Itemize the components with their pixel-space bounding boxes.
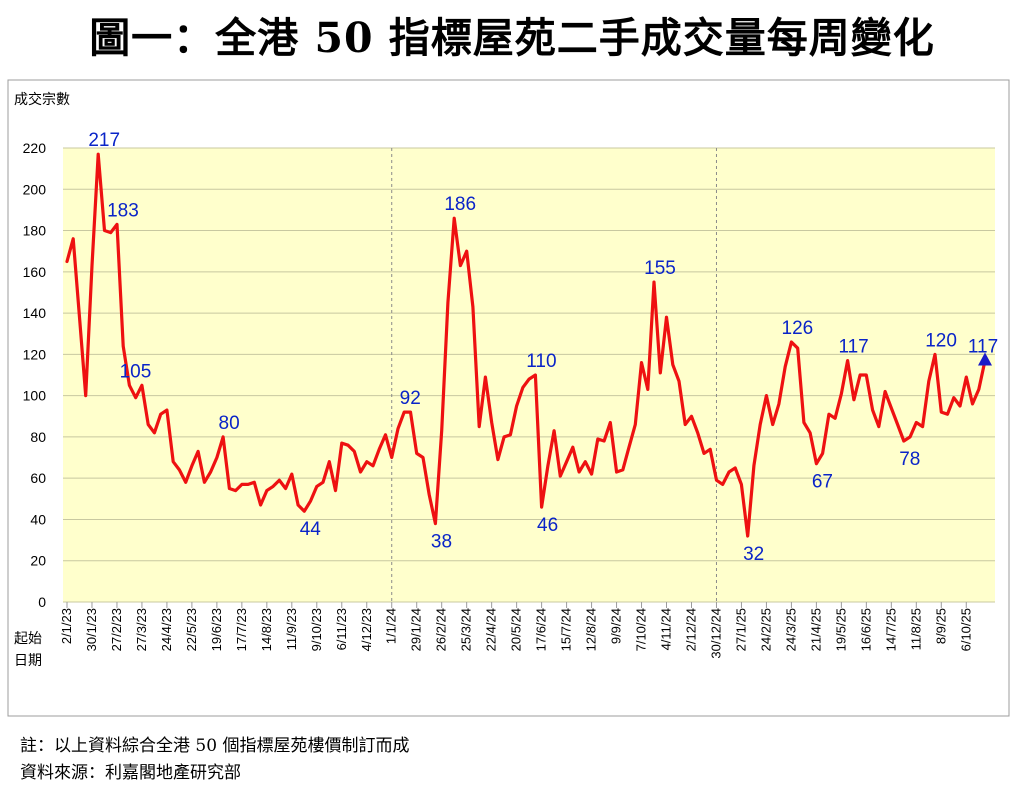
- x-tick-label: 4/11/24: [659, 608, 674, 650]
- x-tick-label: 26/2/24: [434, 608, 449, 651]
- x-tick-label: 30/12/24: [708, 608, 723, 659]
- x-tick-label: 30/1/23: [84, 608, 99, 651]
- x-tick-label: 6/10/25: [958, 608, 973, 651]
- source-note: 資料來源：利嘉閣地產研究部: [20, 763, 241, 783]
- x-tick-label: 21/4/25: [808, 608, 823, 651]
- y-tick-label: 180: [23, 223, 47, 239]
- x-tick-label: 4/12/23: [359, 608, 374, 651]
- data-label: 105: [120, 361, 152, 382]
- data-label: 38: [431, 532, 452, 553]
- x-tick-label: 2/1/23: [59, 608, 74, 644]
- x-tick-label: 14/7/25: [883, 608, 898, 651]
- x-tick-label: 9/9/24: [609, 608, 624, 644]
- x-tick-label: 12/8/24: [584, 608, 599, 651]
- data-label: 183: [107, 200, 139, 221]
- y-axis-label: 成交宗數: [14, 91, 70, 108]
- x-tick-label: 7/10/24: [634, 608, 649, 651]
- x-tick-label: 11/9/23: [284, 608, 299, 650]
- x-tick-label: 27/1/25: [733, 608, 748, 651]
- data-label: 217: [88, 130, 120, 151]
- y-tick-label: 80: [30, 429, 46, 445]
- annotations: 217 183 105 80 44 92 38 186 110 46 155 32 126 67 117 78…: [88, 130, 998, 565]
- x-axis-label: 起始 日期: [14, 631, 42, 669]
- x-tick-label: 8/9/25: [933, 608, 948, 644]
- data-label: 46: [537, 515, 558, 536]
- last-point-marker: [978, 352, 992, 366]
- x-tick-label: 15/7/24: [559, 608, 574, 651]
- x-tick-label: 24/4/23: [159, 608, 174, 651]
- x-tick-label: 6/11/23: [334, 608, 349, 650]
- data-label: 110: [526, 351, 556, 372]
- x-tick-labels: 2/1/23 30/1/23 27/2/23 27/3/23 24/4/23 22/5/2…: [59, 602, 973, 659]
- series-line: [65, 152, 987, 538]
- y-tick-label: 140: [23, 305, 47, 321]
- x-tick-label: 20/5/24: [509, 608, 524, 651]
- data-label: 92: [400, 388, 421, 409]
- y-tick-label: 40: [30, 511, 46, 527]
- x-tick-label: 14/8/23: [259, 608, 274, 651]
- data-label: 67: [812, 472, 833, 493]
- y-tick-label: 100: [23, 388, 47, 404]
- x-tick-label: 27/2/23: [109, 608, 124, 651]
- y-tick-label: 20: [30, 553, 46, 569]
- data-label: 117: [838, 337, 868, 358]
- x-tick-label: 2/12/24: [683, 608, 698, 651]
- y-tick-label: 0: [38, 594, 46, 610]
- grid-lines: [63, 147, 995, 603]
- x-tick-label: 1/1/24: [384, 608, 399, 644]
- x-tick-label: 19/6/23: [209, 608, 224, 651]
- x-tick-label: 22/5/23: [184, 608, 199, 651]
- series-layer: [65, 152, 992, 538]
- data-label: 32: [743, 544, 764, 565]
- page-title: 圖一：全港 50 指標屋苑二手成交量每周變化: [89, 14, 935, 62]
- x-tick-label: 25/3/24: [459, 608, 474, 651]
- data-label: 44: [300, 519, 322, 540]
- y-tick-label: 220: [23, 140, 47, 156]
- data-label: 78: [899, 449, 920, 470]
- y-tick-labels: 0 20 40 60 80 100 120 140 160 180 200 220: [23, 140, 47, 610]
- year-dividers: [391, 148, 717, 602]
- x-tick-label: 17/7/23: [234, 608, 249, 651]
- data-label: 186: [444, 194, 476, 215]
- x-tick-label: 22/4/24: [484, 608, 499, 651]
- plot-background: [63, 148, 995, 602]
- footnote: 註：以上資料綜合全港 50 個指標屋苑樓價制訂而成: [20, 736, 410, 756]
- x-tick-label: 27/3/23: [134, 608, 149, 651]
- x-tick-label: 24/2/25: [758, 608, 773, 651]
- data-label: 80: [219, 413, 240, 434]
- x-tick-label: 16/6/25: [858, 608, 873, 651]
- y-tick-label: 200: [23, 181, 47, 197]
- x-tick-label: 19/5/25: [833, 608, 848, 651]
- x-tick-label: 24/3/25: [783, 608, 798, 651]
- x-axis-label-line2: 日期: [14, 653, 42, 669]
- data-label: 117: [968, 337, 998, 358]
- data-label: 120: [925, 330, 957, 351]
- x-axis-label-line1: 起始: [14, 631, 42, 647]
- x-tick-label: 9/10/23: [309, 608, 324, 651]
- y-tick-label: 60: [30, 470, 46, 486]
- x-tick-label: 29/1/24: [409, 608, 424, 651]
- x-tick-label: 17/6/24: [534, 608, 549, 651]
- y-tick-label: 160: [23, 264, 47, 280]
- data-label: 155: [644, 258, 676, 279]
- y-tick-label: 120: [23, 346, 47, 362]
- data-label: 126: [782, 318, 814, 339]
- x-tick-label: 11/8/25: [908, 608, 923, 650]
